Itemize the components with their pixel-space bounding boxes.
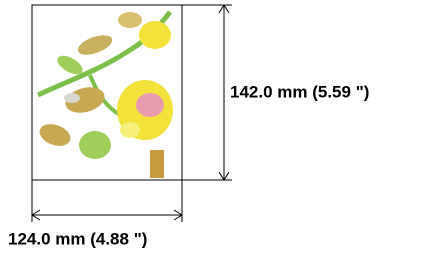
width-dimension: [32, 180, 182, 222]
height-label: 142.0 mm (5.59 "): [230, 82, 369, 101]
width-label: 124.0 mm (4.88 "): [8, 229, 147, 248]
page: {"dimensions": {"height": {"label": "142…: [0, 0, 426, 255]
dimension-view: 142.0 mm (5.59 ") 124.0 mm (4.88 "): [0, 0, 426, 255]
pattern-preview: [32, 5, 182, 180]
height-dimension: [182, 5, 232, 180]
